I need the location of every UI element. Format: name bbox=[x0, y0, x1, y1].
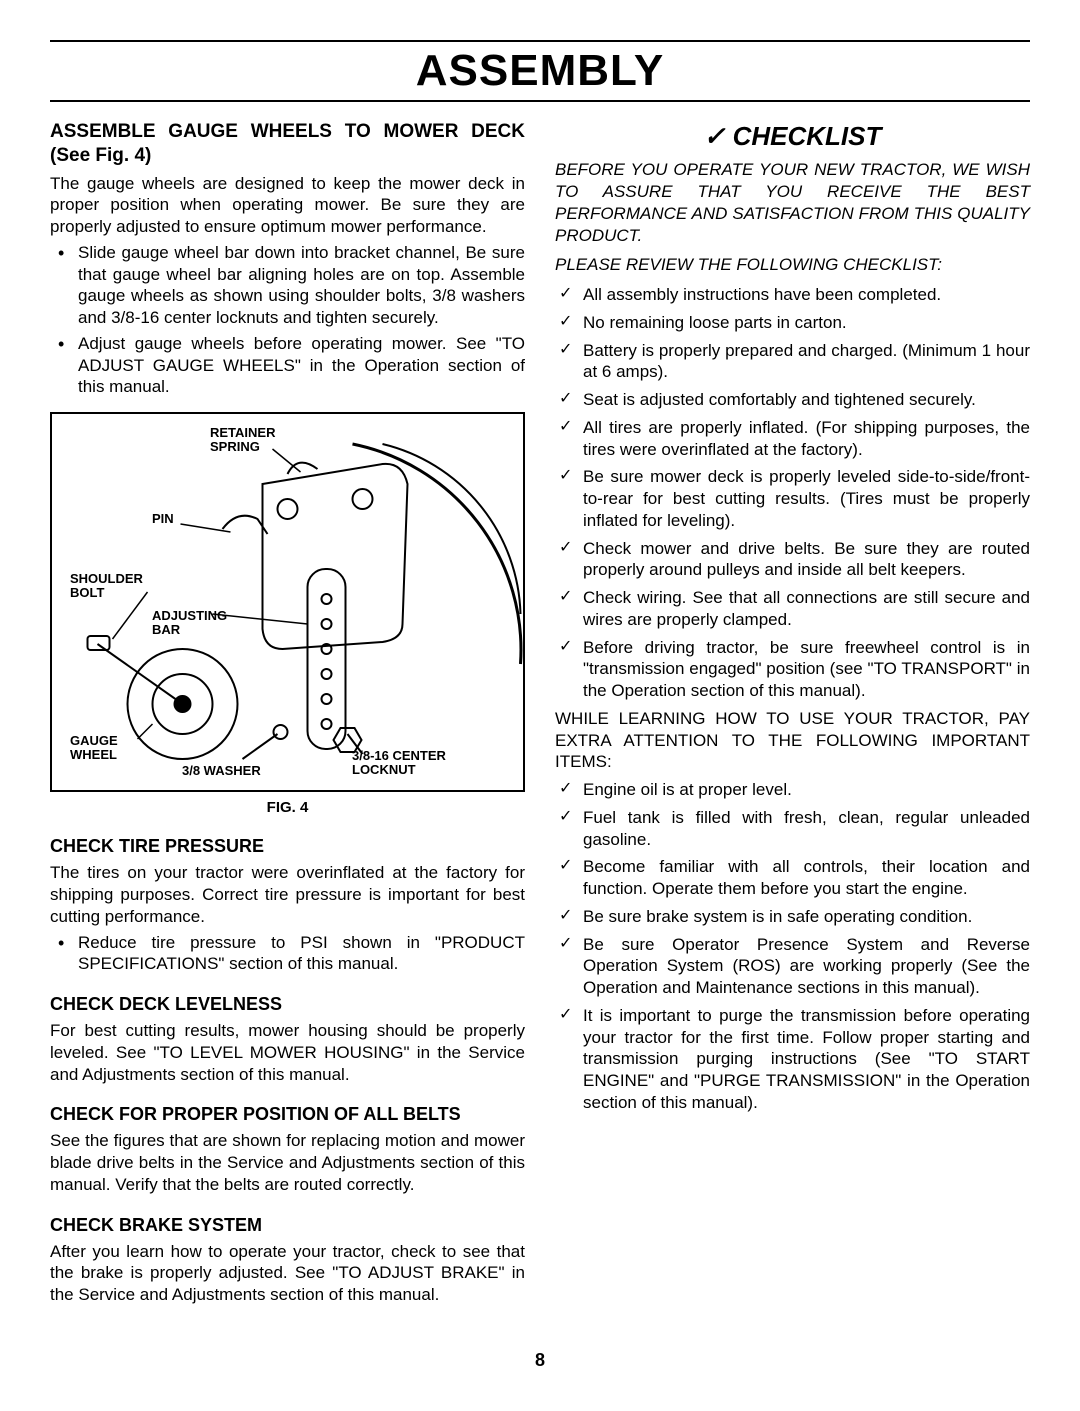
body-text: The gauge wheels are designed to keep th… bbox=[50, 173, 525, 238]
figure-box: RETAINER SPRING PIN SHOULDER BOLT ADJUST… bbox=[50, 412, 525, 792]
body-text: After you learn how to operate your trac… bbox=[50, 1241, 525, 1306]
check-item: All tires are properly inflated. (For sh… bbox=[555, 417, 1030, 461]
check-item: Check wiring. See that all connections a… bbox=[555, 587, 1030, 631]
check-item: Engine oil is at proper level. bbox=[555, 779, 1030, 801]
intro-text: BEFORE YOU OPERATE YOUR NEW TRACTOR, WE … bbox=[555, 159, 1030, 246]
bullet-list: Slide gauge wheel bar down into bracket … bbox=[50, 242, 525, 398]
intro-text: PLEASE REVIEW THE FOLLOWING CHECKLIST: bbox=[555, 254, 1030, 276]
figure-caption: FIG. 4 bbox=[50, 798, 525, 817]
check-item: Seat is adjusted comfortably and tighten… bbox=[555, 389, 1030, 411]
body-text: See the figures that are shown for repla… bbox=[50, 1130, 525, 1195]
section-heading: CHECK BRAKE SYSTEM bbox=[50, 1214, 525, 1237]
checklist: All assembly instructions have been comp… bbox=[555, 284, 1030, 702]
checklist: Engine oil is at proper level. Fuel tank… bbox=[555, 779, 1030, 1114]
body-text: The tires on your tractor were overinfla… bbox=[50, 862, 525, 927]
check-item: Become familiar with all controls, their… bbox=[555, 856, 1030, 900]
check-item: Fuel tank is filled with fresh, clean, r… bbox=[555, 807, 1030, 851]
checklist-title: ✓ CHECKLIST bbox=[555, 120, 1030, 153]
figure-label: ADJUSTING BAR bbox=[152, 609, 242, 638]
body-text: For best cutting results, mower housing … bbox=[50, 1020, 525, 1085]
check-item: Check mower and drive belts. Be sure the… bbox=[555, 538, 1030, 582]
section-heading: ASSEMBLE GAUGE WHEELS TO MOWER DECK (See… bbox=[50, 120, 525, 169]
figure-label: RETAINER SPRING bbox=[210, 426, 290, 455]
left-column: ASSEMBLE GAUGE WHEELS TO MOWER DECK (See… bbox=[50, 120, 525, 1310]
check-item: All assembly instructions have been comp… bbox=[555, 284, 1030, 306]
check-item: Be sure mower deck is properly leveled s… bbox=[555, 466, 1030, 531]
top-rule bbox=[50, 40, 1030, 42]
check-item: Before driving tractor, be sure freewhee… bbox=[555, 637, 1030, 702]
figure-label: 3/8-16 CENTER LOCKNUT bbox=[352, 749, 472, 778]
check-item: Be sure brake system is in safe operatin… bbox=[555, 906, 1030, 928]
page-title: ASSEMBLY bbox=[50, 46, 1030, 96]
bullet-item: Slide gauge wheel bar down into bracket … bbox=[50, 242, 525, 329]
check-item: Be sure Operator Presence System and Rev… bbox=[555, 934, 1030, 999]
check-item: No remaining loose parts in carton. bbox=[555, 312, 1030, 334]
check-item: It is important to purge the transmissio… bbox=[555, 1005, 1030, 1114]
section-heading: CHECK DECK LEVELNESS bbox=[50, 993, 525, 1016]
check-item: Battery is properly prepared and charged… bbox=[555, 340, 1030, 384]
bullet-item: Reduce tire pressure to PSI shown in "PR… bbox=[50, 932, 525, 976]
section-heading: CHECK FOR PROPER POSITION OF ALL BELTS bbox=[50, 1103, 525, 1126]
figure-label: GAUGE WHEEL bbox=[70, 734, 140, 763]
figure-label: 3/8 WASHER bbox=[182, 764, 261, 778]
right-column: ✓ CHECKLIST BEFORE YOU OPERATE YOUR NEW … bbox=[555, 120, 1030, 1310]
bullet-list: Reduce tire pressure to PSI shown in "PR… bbox=[50, 932, 525, 976]
bottom-rule bbox=[50, 100, 1030, 102]
two-column-layout: ASSEMBLE GAUGE WHEELS TO MOWER DECK (See… bbox=[50, 120, 1030, 1310]
figure-label: PIN bbox=[152, 512, 174, 526]
bullet-item: Adjust gauge wheels before operating mow… bbox=[50, 333, 525, 398]
section-heading: CHECK TIRE PRESSURE bbox=[50, 835, 525, 858]
body-text: WHILE LEARNING HOW TO USE YOUR TRACTOR, … bbox=[555, 708, 1030, 773]
figure-label: SHOULDER BOLT bbox=[70, 572, 160, 601]
page-number: 8 bbox=[50, 1350, 1030, 1371]
